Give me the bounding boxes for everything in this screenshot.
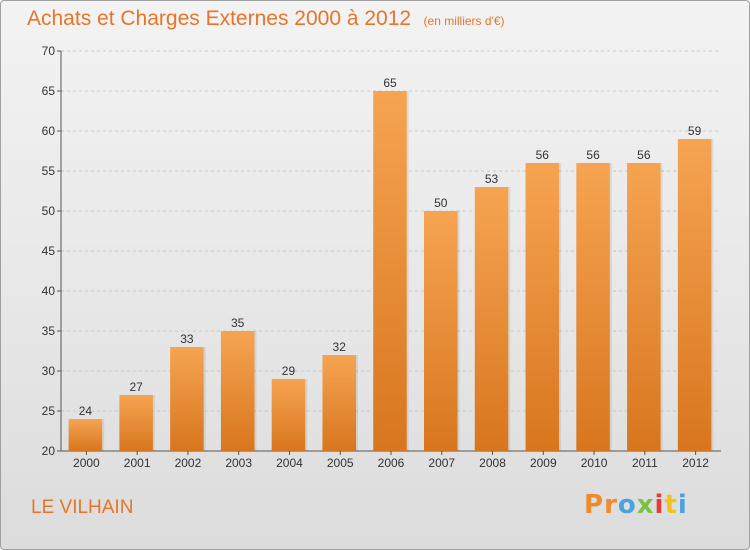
x-tick-label: 2010 [581,456,608,470]
data-label: 50 [434,196,448,210]
y-tick-label: 70 [42,44,56,58]
bars [68,91,714,451]
x-tick-label: 2012 [682,456,709,470]
bar [627,163,661,451]
chart-title: Achats et Charges Externes 2000 à 2012 [27,7,412,30]
bar [271,379,306,451]
x-tick-label: 2003 [225,456,252,470]
data-label: 65 [383,76,397,90]
data-label: 29 [282,364,296,378]
y-tick-label: 65 [42,84,56,98]
bar [525,163,560,451]
x-tick-label: 2005 [327,456,354,470]
logo-letter: o [617,490,637,520]
bar [170,347,204,451]
y-tick-label: 35 [42,324,56,338]
title-block: Achats et Charges Externes 2000 à 2012 (… [27,7,505,31]
x-tick-label: 2008 [479,456,506,470]
logo-letter: i [677,490,688,520]
bar-shadow [152,395,155,451]
data-label: 27 [129,380,143,394]
data-label: 59 [688,124,702,138]
y-tick-label: 45 [42,244,56,258]
logo-letter: t [664,490,678,520]
x-tick-label: 2006 [378,456,405,470]
bar [677,139,712,451]
commune-name: LE VILHAIN [31,497,134,518]
logo-letter: x [636,490,655,520]
x-tick-label: 2009 [530,456,557,470]
bar [68,419,103,451]
data-label: 56 [586,148,600,162]
bar-shadow [457,211,460,451]
x-tick-label: 2011 [632,456,658,470]
x-tick-label: 2004 [276,456,303,470]
x-tick-label: 2002 [175,456,202,470]
bar [119,395,153,451]
bar [576,163,610,451]
bar-shadow [356,355,358,451]
bar [474,187,509,451]
logo-letter: r [604,490,618,520]
y-tick-label: 55 [42,164,56,178]
bar-shadow [254,331,257,451]
y-tick-label: 40 [42,284,56,298]
bar-shadow [406,91,409,451]
data-label: 33 [180,332,194,346]
x-tick-label: 2007 [428,456,455,470]
chart-unit-label: (en milliers d'€) [423,14,505,28]
y-tick-label: 25 [42,404,56,418]
bar-shadow [508,187,511,451]
bar-shadow [711,139,714,451]
bar-shadow [102,419,105,451]
bar [373,91,407,451]
bar-shadow [305,379,308,451]
logo-letter: i [654,490,665,520]
bar [322,355,356,451]
data-label: 56 [536,148,550,162]
bar [424,211,458,451]
y-tick-label: 30 [42,364,56,378]
x-tick-label: 2001 [124,456,151,470]
proxiti-logo: Proxiti [584,490,688,520]
data-label: 35 [231,316,245,330]
y-tick-label: 20 [42,444,56,458]
bar-shadow [559,163,562,451]
bar-shadow [203,347,206,451]
data-label: 32 [333,340,347,354]
x-tick-label: 2000 [73,456,100,470]
bar [220,331,255,451]
y-tick-label: 60 [42,124,56,138]
data-label: 24 [79,404,93,418]
data-label: 56 [637,148,651,162]
data-labels: 24 27 33 35 29 32 65 50 53 56 56 56 59 [79,76,702,418]
logo-letter: P [584,490,605,520]
bar-shadow [660,163,663,451]
y-tick-label: 50 [42,204,56,218]
bar-shadow [609,163,612,451]
data-label: 53 [485,172,499,186]
